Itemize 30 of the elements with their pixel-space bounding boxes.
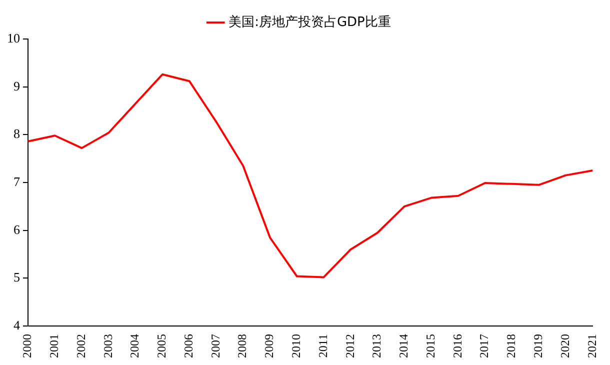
y-tick-label: 5 xyxy=(14,270,20,285)
x-tick-label: 2003 xyxy=(100,334,115,358)
x-tick-label: 2002 xyxy=(74,334,88,358)
x-tick-label: 2014 xyxy=(396,334,411,358)
y-tick-label: 6 xyxy=(14,222,20,237)
legend-label: 美国:房地产投资占GDP比重 xyxy=(228,14,391,30)
x-tick-label: 2013 xyxy=(370,334,384,358)
x-tick-label: 2020 xyxy=(558,334,572,358)
x-tick-label: 2012 xyxy=(342,334,357,358)
x-tick-label: 2021 xyxy=(584,334,599,358)
x-tick-label: 2019 xyxy=(530,334,545,358)
x-tick-label: 2000 xyxy=(20,334,34,358)
y-tick-label: 8 xyxy=(14,126,20,142)
x-tick-label: 2016 xyxy=(450,334,464,358)
x-tick-label: 2018 xyxy=(504,334,518,358)
y-tick-label: 10 xyxy=(7,30,20,46)
x-tick-label: 2011 xyxy=(316,334,330,358)
x-tick-label: 2017 xyxy=(477,334,492,358)
y-tick-label: 7 xyxy=(14,174,20,189)
x-tick-label: 2006 xyxy=(181,334,196,358)
y-tick-label: 4 xyxy=(14,317,20,332)
x-tick-label: 2010 xyxy=(289,334,304,358)
x-tick-label: 2001 xyxy=(47,334,62,358)
x-tick-label: 2004 xyxy=(128,334,142,358)
y-tick-label: 9 xyxy=(14,78,20,94)
x-tick-label: 2005 xyxy=(154,334,169,358)
x-tick-label: 2007 xyxy=(208,334,222,358)
x-tick-label: 2008 xyxy=(235,334,250,358)
x-tick-label: 2015 xyxy=(423,334,438,358)
x-tick-label: 2009 xyxy=(262,334,276,358)
